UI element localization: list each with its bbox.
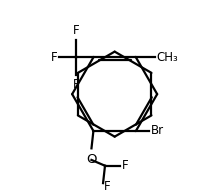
Text: F: F <box>104 180 111 192</box>
Text: F: F <box>51 51 58 64</box>
Text: F: F <box>121 159 128 172</box>
Text: F: F <box>73 24 79 37</box>
Text: Br: Br <box>150 124 164 137</box>
Text: F: F <box>73 78 79 91</box>
Text: O: O <box>86 153 97 166</box>
Text: CH₃: CH₃ <box>156 51 178 64</box>
